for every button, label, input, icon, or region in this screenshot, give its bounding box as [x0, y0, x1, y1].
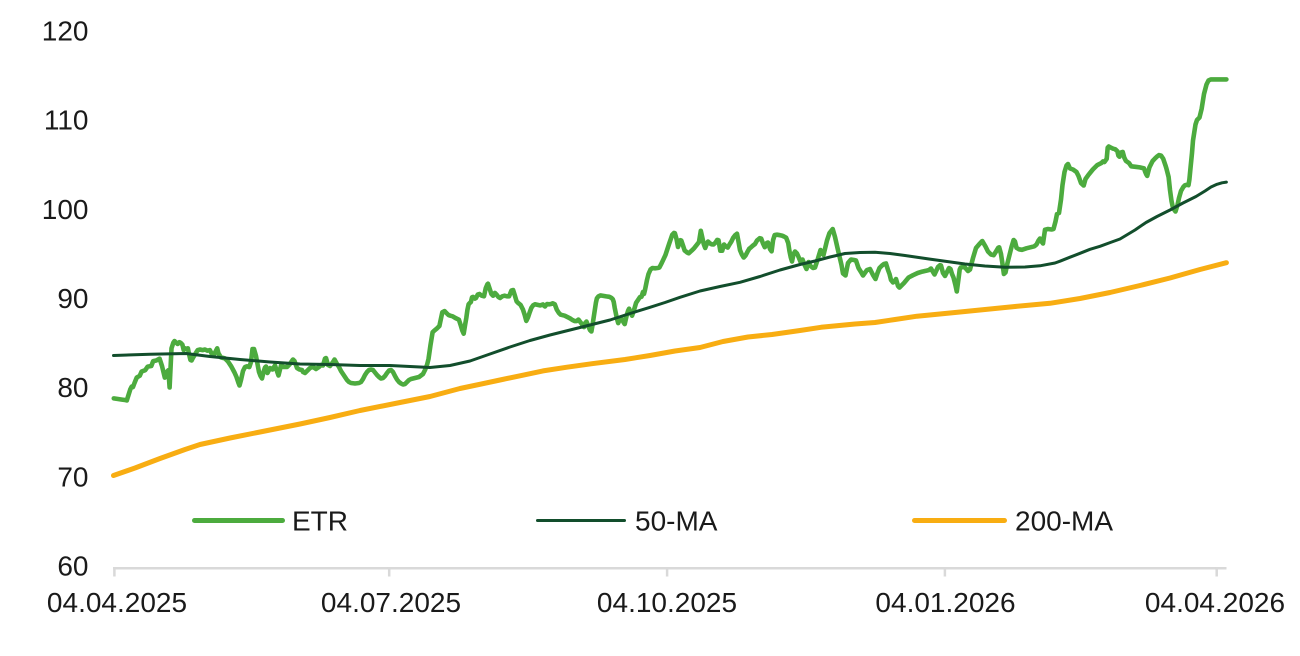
svg-text:ETR: ETR [292, 506, 348, 537]
svg-text:04.01.2026: 04.01.2026 [875, 587, 1015, 618]
svg-text:200-MA: 200-MA [1015, 506, 1113, 537]
svg-text:110: 110 [44, 105, 89, 136]
svg-text:60: 60 [57, 551, 88, 582]
svg-text:04.10.2025: 04.10.2025 [597, 587, 737, 618]
svg-text:90: 90 [57, 283, 88, 314]
svg-text:120: 120 [42, 15, 89, 46]
svg-text:04.07.2025: 04.07.2025 [321, 587, 461, 618]
svg-text:80: 80 [57, 372, 88, 403]
svg-text:04.04.2025: 04.04.2025 [47, 587, 187, 618]
svg-text:70: 70 [57, 461, 88, 492]
svg-text:100: 100 [42, 194, 89, 225]
svg-text:04.04.2026: 04.04.2026 [1145, 587, 1285, 618]
svg-text:50-MA: 50-MA [635, 506, 718, 537]
